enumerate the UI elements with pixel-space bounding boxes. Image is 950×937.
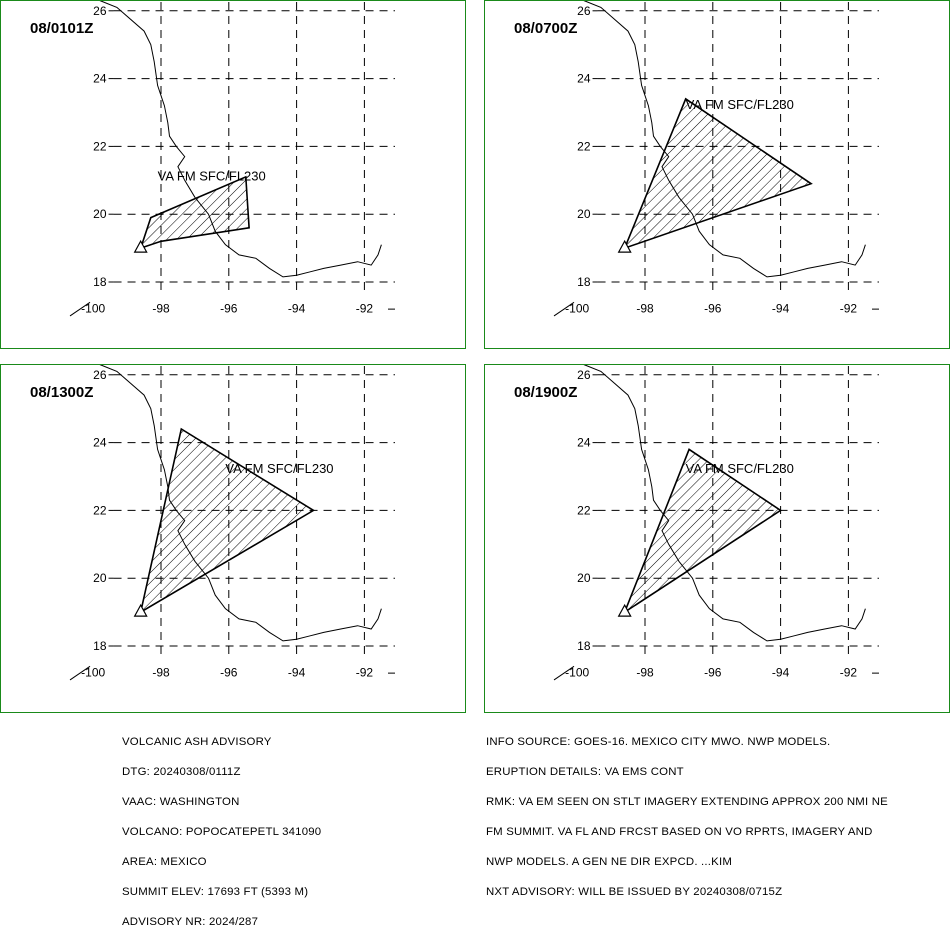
lat-tick-label: 24 — [93, 436, 107, 450]
map-panel-2: 26 24 22 20 18 -100 -98 -96 -94 -92 08/0700Z VA FM … — [484, 0, 950, 349]
lat-tick-label: 18 — [577, 275, 591, 289]
info-line: ERUPTION DETAILS: VA EMS CONT — [486, 766, 684, 778]
edge-mark — [69, 665, 91, 681]
lat-tick-label: 18 — [93, 639, 107, 653]
info-line: RMK: VA EM SEEN ON STLT IMAGERY EXTENDIN… — [486, 796, 888, 808]
volcano-icon — [133, 239, 148, 253]
ash-level-label: VA FM SFC/FL230 — [686, 461, 794, 476]
info-line: FM SUMMIT. VA FL AND FRCST BASED ON VO R… — [486, 826, 873, 838]
advisory-info-left: VOLCANIC ASH ADVISORY DTG: 20240308/0111… — [122, 717, 321, 937]
ash-polygon — [623, 97, 813, 250]
lon-tick-label: -92 — [840, 302, 858, 316]
info-line: VAAC: WASHINGTON — [122, 796, 240, 808]
info-line: DTG: 20240308/0111Z — [122, 766, 241, 778]
valid-time-label: 08/0101Z — [30, 20, 93, 37]
lon-tick-label: -98 — [636, 666, 654, 680]
volcano-icon — [617, 603, 632, 617]
valid-time-label: 08/0700Z — [514, 20, 577, 37]
lat-tick-label: 24 — [577, 72, 591, 86]
info-line: VOLCANIC ASH ADVISORY — [122, 736, 272, 748]
lon-tick-label: -98 — [636, 302, 654, 316]
lon-tick-label: -96 — [704, 666, 722, 680]
lon-tick-label: -100 — [81, 666, 105, 680]
map-panel-4: 26 24 22 20 18 -100 -98 -96 -94 -92 08/1900Z VA FM … — [484, 364, 950, 713]
lon-tick-label: -100 — [565, 666, 589, 680]
lat-tick-label: 20 — [577, 207, 591, 221]
lon-tick-label: -94 — [288, 666, 306, 680]
lat-tick-label: 24 — [577, 436, 591, 450]
ash-level-label: VA FM SFC/FL230 — [225, 461, 333, 476]
lon-tick-label: -92 — [840, 666, 858, 680]
advisory-map-grid: 26 24 22 20 18 -100 -98 -96 -94 -92 08/0101Z VA FM … — [0, 0, 950, 713]
valid-time-label: 08/1300Z — [30, 384, 93, 401]
volcano-icon — [133, 603, 148, 617]
lon-tick-label: -100 — [565, 302, 589, 316]
lat-tick-label: 18 — [577, 639, 591, 653]
info-line: VOLCANO: POPOCATEPETL 341090 — [122, 826, 322, 838]
lat-tick-label: 22 — [93, 503, 107, 517]
map-panel-1: 26 24 22 20 18 -100 -98 -96 -94 -92 08/0101Z VA FM … — [0, 0, 466, 349]
info-line: NWP MODELS. A GEN NE DIR EXPCD. ...KIM — [486, 856, 733, 868]
info-line: INFO SOURCE: GOES-16. MEXICO CITY MWO. N… — [486, 736, 831, 748]
lat-tick-label: 20 — [93, 571, 107, 585]
lon-tick-label: -98 — [152, 302, 170, 316]
info-line: SUMMIT ELEV: 17693 FT (5393 M) — [122, 886, 309, 898]
edge-mark — [553, 665, 575, 681]
lon-tick-label: -96 — [220, 666, 238, 680]
lat-tick-label: 26 — [93, 368, 107, 382]
lat-tick-label: 18 — [93, 275, 107, 289]
lat-tick-label: 26 — [577, 368, 591, 382]
lon-tick-label: -98 — [152, 666, 170, 680]
lon-tick-label: -92 — [356, 302, 374, 316]
lat-tick-label: 22 — [577, 503, 591, 517]
info-line: ADVISORY NR: 2024/287 — [122, 916, 259, 928]
edge-mark — [553, 301, 575, 317]
lat-tick-label: 20 — [93, 207, 107, 221]
info-line: NXT ADVISORY: WILL BE ISSUED BY 20240308… — [486, 886, 783, 898]
lon-tick-label: -92 — [356, 666, 374, 680]
advisory-info-right: INFO SOURCE: GOES-16. MEXICO CITY MWO. N… — [486, 717, 888, 907]
lon-tick-label: -96 — [704, 302, 722, 316]
ash-polygon — [139, 175, 250, 250]
lon-tick-label: -96 — [220, 302, 238, 316]
info-line: AREA: MEXICO — [122, 856, 207, 868]
lat-tick-label: 22 — [577, 139, 591, 153]
ash-level-label: VA FM SFC/FL230 — [158, 168, 266, 183]
edge-mark — [69, 301, 91, 317]
ash-polygon — [623, 448, 783, 615]
lat-tick-label: 20 — [577, 571, 591, 585]
ash-level-label: VA FM SFC/FL230 — [686, 97, 794, 112]
lat-tick-label: 26 — [93, 4, 107, 18]
lon-tick-label: -94 — [288, 302, 306, 316]
lat-tick-label: 24 — [93, 72, 107, 86]
map-panel-3: 26 24 22 20 18 -100 -98 -96 -94 -92 08/1300Z VA FM … — [0, 364, 466, 713]
ash-polygon — [139, 427, 316, 614]
lat-tick-label: 26 — [577, 4, 591, 18]
volcano-icon — [617, 239, 632, 253]
lon-tick-label: -94 — [772, 666, 790, 680]
lon-tick-label: -94 — [772, 302, 790, 316]
valid-time-label: 08/1900Z — [514, 384, 577, 401]
lat-tick-label: 22 — [93, 139, 107, 153]
panel-frame — [0, 0, 466, 349]
lon-tick-label: -100 — [81, 302, 105, 316]
